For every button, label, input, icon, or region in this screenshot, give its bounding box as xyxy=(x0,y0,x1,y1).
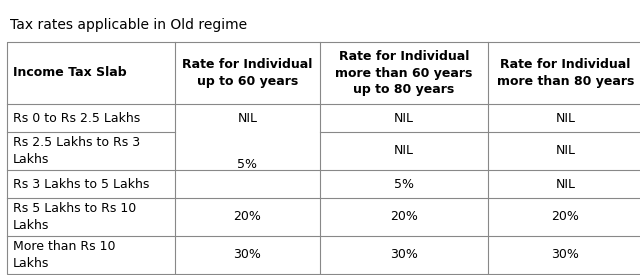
Text: 5%: 5% xyxy=(237,158,257,172)
Text: Rs 2.5 Lakhs to Rs 3
Lakhs: Rs 2.5 Lakhs to Rs 3 Lakhs xyxy=(13,136,140,166)
Bar xyxy=(7,42,640,274)
Text: Rate for Individual
more than 80 years: Rate for Individual more than 80 years xyxy=(497,58,634,88)
Text: 30%: 30% xyxy=(552,249,579,262)
Text: 30%: 30% xyxy=(234,249,261,262)
Text: 20%: 20% xyxy=(390,210,418,224)
Text: Rs 5 Lakhs to Rs 10
Lakhs: Rs 5 Lakhs to Rs 10 Lakhs xyxy=(13,202,136,232)
Text: Tax rates applicable in Old regime: Tax rates applicable in Old regime xyxy=(10,18,247,32)
Text: NIL: NIL xyxy=(394,144,414,158)
Text: 20%: 20% xyxy=(552,210,579,224)
Text: 30%: 30% xyxy=(390,249,418,262)
Text: 20%: 20% xyxy=(234,210,261,224)
Text: NIL: NIL xyxy=(556,111,575,125)
Text: Rate for Individual
up to 60 years: Rate for Individual up to 60 years xyxy=(182,58,313,88)
Text: Income Tax Slab: Income Tax Slab xyxy=(13,67,127,79)
Text: Rate for Individual
more than 60 years
up to 80 years: Rate for Individual more than 60 years u… xyxy=(335,50,473,97)
Text: NIL: NIL xyxy=(237,111,257,125)
Text: Rs 0 to Rs 2.5 Lakhs: Rs 0 to Rs 2.5 Lakhs xyxy=(13,111,140,125)
Text: NIL: NIL xyxy=(394,111,414,125)
Text: 5%: 5% xyxy=(394,177,414,191)
Text: NIL: NIL xyxy=(556,144,575,158)
Text: NIL: NIL xyxy=(556,177,575,191)
Text: More than Rs 10
Lakhs: More than Rs 10 Lakhs xyxy=(13,240,115,270)
Text: Rs 3 Lakhs to 5 Lakhs: Rs 3 Lakhs to 5 Lakhs xyxy=(13,177,149,191)
